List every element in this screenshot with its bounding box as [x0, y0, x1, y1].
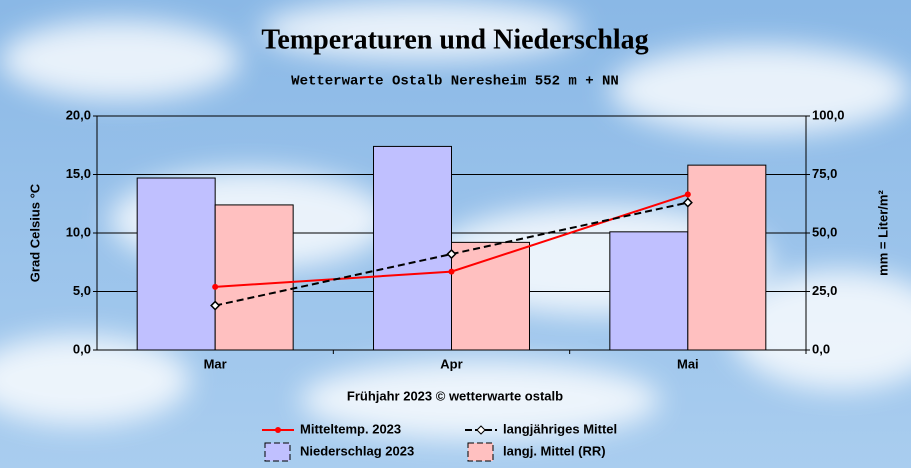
bar — [374, 146, 452, 350]
bar — [137, 178, 215, 350]
y2-tick-label: 100,0 — [812, 107, 845, 122]
legend-label: Niederschlag 2023 — [300, 443, 414, 458]
x-tick-label: Mar — [204, 356, 227, 371]
x-axis-label: Frühjahr 2023 © wetterwarte ostalb — [347, 388, 563, 403]
marker — [212, 284, 218, 290]
y-tick-label: 10,0 — [66, 224, 91, 239]
y-tick-label: 5,0 — [73, 283, 91, 298]
chart-title: Temperaturen und Niederschlag — [261, 24, 648, 55]
x-tick-label: Mai — [677, 356, 699, 371]
y2-tick-label: 0,0 — [812, 341, 830, 356]
y-tick-label: 15,0 — [66, 166, 91, 181]
legend-label: langj. Mittel (RR) — [503, 443, 606, 458]
bar — [688, 165, 766, 350]
chart: Temperaturen und Niederschlag Wetterwart… — [0, 0, 911, 468]
y-axis-label: Grad Celsius °C — [27, 183, 42, 282]
legend-label: langjähriges Mittel — [503, 421, 617, 436]
legend-swatch — [265, 443, 290, 461]
legend-marker — [275, 427, 281, 433]
x-tick-label: Apr — [440, 356, 462, 371]
chart-subtitle: Wetterwarte Ostalb Neresheim 552 m + NN — [291, 74, 619, 90]
bar — [610, 232, 688, 350]
y2-tick-label: 25,0 — [812, 283, 837, 298]
bar — [215, 205, 293, 350]
y2-axis-label: mm = Liter/m² — [875, 190, 890, 276]
marker — [685, 191, 691, 197]
y-tick-label: 20,0 — [66, 107, 91, 122]
y2-tick-label: 50,0 — [812, 224, 837, 239]
marker — [449, 269, 455, 275]
y-tick-label: 0,0 — [73, 341, 91, 356]
legend-label: Mitteltemp. 2023 — [300, 421, 401, 436]
y2-tick-label: 75,0 — [812, 166, 837, 181]
legend-swatch — [468, 443, 493, 461]
